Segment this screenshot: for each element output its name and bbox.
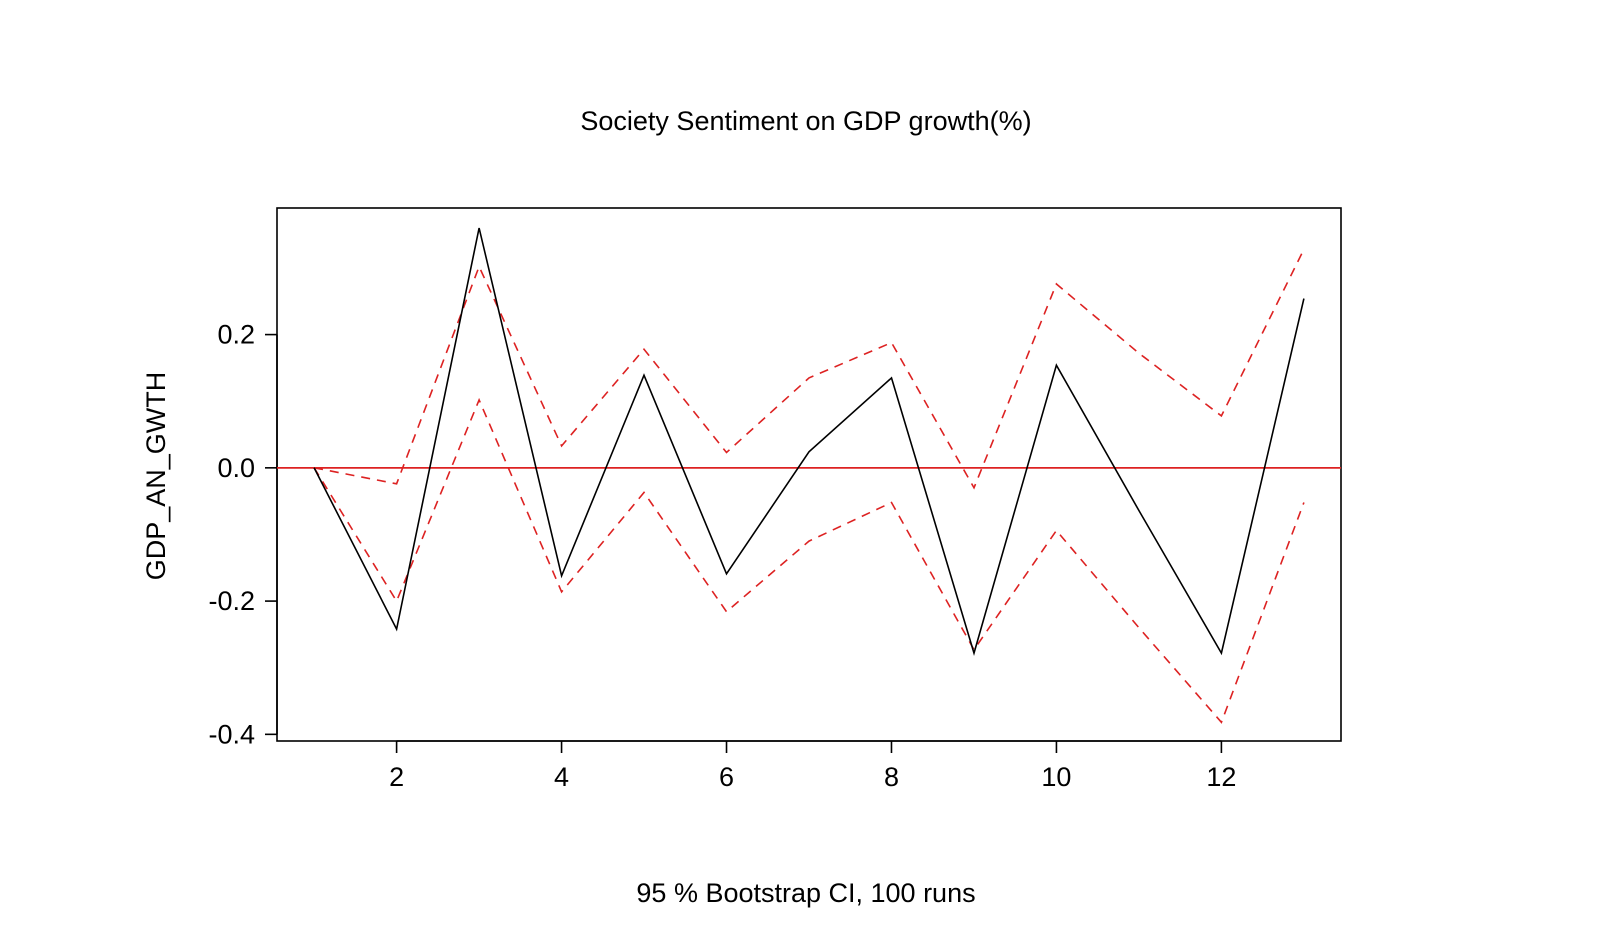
y-tick-label: 0.2 [217,320,255,350]
upper-line [313,248,1305,490]
y-tick-label: -0.4 [208,719,255,749]
x-tick-label: 6 [719,762,734,792]
chart-title: Society Sentiment on GDP growth(%) [580,106,1031,136]
response-line [313,227,1305,656]
x-axis-label: 95 % Bootstrap CI, 100 runs [636,878,975,908]
x-axis: 2 4 6 8 10 12 [389,740,1236,792]
y-axis-label: GDP_AN_GWTH [141,372,171,581]
x-tick-label: 8 [884,762,899,792]
plot-frame [276,207,1342,742]
plot-marks [277,227,1341,724]
y-tick-label: -0.2 [208,586,255,616]
x-tick-label: 12 [1206,762,1236,792]
y-axis: -0.4 -0.2 0.0 0.2 [208,320,278,749]
x-tick-label: 2 [389,762,404,792]
lower-line [313,397,1305,724]
x-tick-label: 4 [554,762,569,792]
y-tick-label: 0.0 [217,453,255,483]
x-tick-label: 10 [1041,762,1071,792]
